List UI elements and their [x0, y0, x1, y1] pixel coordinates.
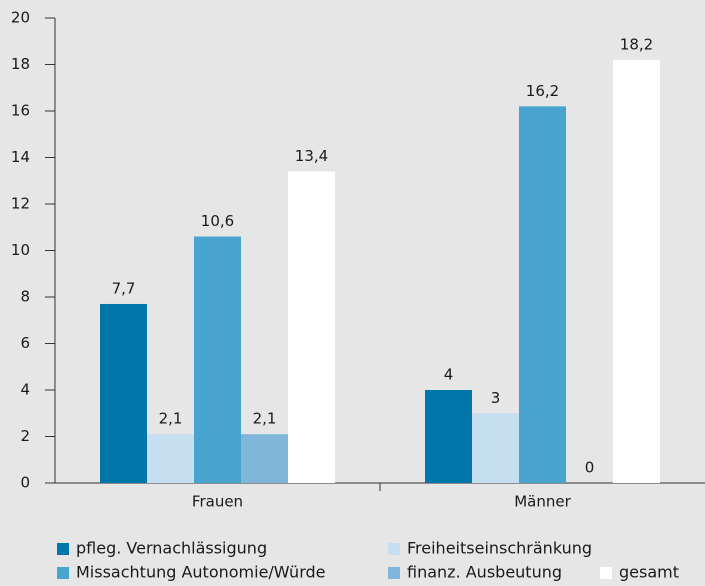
y-tick-label: 0 — [20, 474, 30, 492]
y-tick-label: 20 — [11, 9, 30, 27]
bar — [472, 413, 519, 483]
value-label: 7,7 — [112, 279, 136, 297]
y-tick-label: 4 — [20, 381, 30, 399]
value-label: 18,2 — [620, 35, 653, 53]
value-label: 2,1 — [253, 410, 277, 428]
x-tick-label: Frauen — [192, 493, 243, 511]
bar — [288, 171, 335, 483]
y-tick-label: 10 — [11, 241, 30, 259]
y-tick-label: 18 — [11, 55, 30, 73]
legend-swatch — [388, 543, 400, 555]
y-tick-label: 14 — [11, 148, 30, 166]
value-label: 2,1 — [159, 410, 183, 428]
bar — [194, 236, 241, 483]
bar — [613, 59, 660, 483]
y-tick-label: 12 — [11, 195, 30, 213]
legend-label: gesamt — [619, 563, 679, 582]
y-tick-label: 8 — [20, 288, 30, 306]
y-tick-label: 6 — [20, 334, 30, 352]
y-tick-label: 2 — [20, 427, 30, 445]
x-tick-label: Männer — [514, 493, 571, 511]
legend-swatch — [388, 567, 400, 579]
value-label: 13,4 — [295, 147, 328, 165]
legend-label: finanz. Ausbeutung — [407, 563, 562, 582]
value-label: 3 — [491, 389, 501, 407]
value-label: 10,6 — [201, 212, 234, 230]
legend-label: Missachtung Autonomie/Würde — [76, 563, 326, 582]
bar — [100, 303, 147, 483]
y-tick-label: 16 — [11, 102, 30, 120]
bar — [519, 106, 566, 483]
legend-label: Freiheitseinschränkung — [407, 539, 592, 558]
legend-swatch — [57, 543, 69, 555]
bar — [241, 434, 288, 483]
value-label: 16,2 — [526, 82, 559, 100]
legend-label: pfleg. Vernachlässigung — [76, 539, 267, 558]
legend-swatch — [600, 567, 612, 579]
value-label: 4 — [444, 366, 454, 384]
legend-swatch — [57, 567, 69, 579]
bar — [425, 390, 472, 483]
value-label: 0 — [585, 459, 595, 477]
bar — [147, 434, 194, 483]
